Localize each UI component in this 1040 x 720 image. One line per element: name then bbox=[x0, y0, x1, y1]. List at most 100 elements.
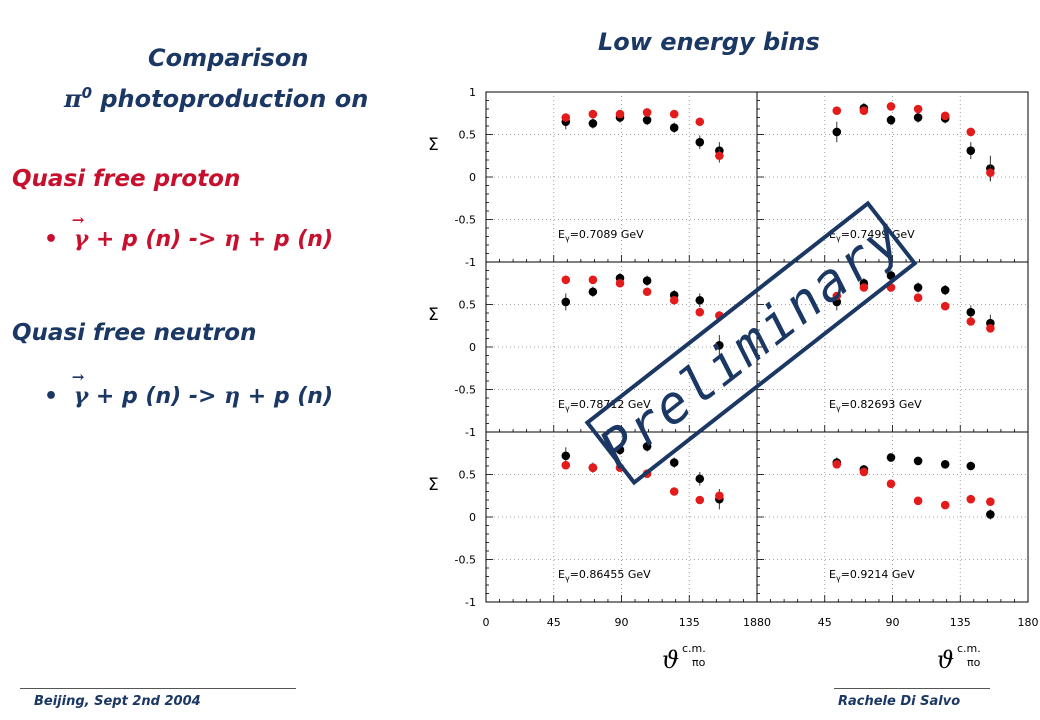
chart-panel-4: Eγ=0.82693 GeV bbox=[756, 261, 1029, 433]
data-point-black bbox=[832, 297, 842, 307]
data-point-red bbox=[715, 151, 724, 161]
energy-subscript: γ bbox=[836, 234, 841, 243]
energy-value: =0.86455 GeV bbox=[570, 568, 651, 581]
data-point-red bbox=[966, 494, 976, 504]
pi-superscript: 0 bbox=[81, 84, 93, 102]
x-tick-label: 135 bbox=[679, 616, 700, 629]
y-axis-label: Σ bbox=[428, 305, 439, 325]
energy-value: =0.82693 GeV bbox=[841, 398, 922, 411]
data-point-red bbox=[859, 106, 869, 115]
data-point-red bbox=[986, 168, 995, 178]
y-tick-label: 0.5 bbox=[459, 299, 477, 312]
energy-subscript: γ bbox=[565, 234, 570, 243]
data-point-red bbox=[986, 497, 995, 507]
energy-prefix: E bbox=[558, 398, 565, 411]
y-tick-label: 0 bbox=[469, 511, 476, 524]
pi-symbol: π bbox=[64, 84, 82, 113]
x-tick-label: 90 bbox=[615, 616, 629, 629]
data-point-black bbox=[669, 458, 679, 467]
energy-prefix: E bbox=[558, 228, 565, 241]
y-tick-label: -1 bbox=[465, 256, 476, 269]
section-quasi-free-proton: Quasi free proton bbox=[12, 166, 241, 192]
data-point-red bbox=[695, 307, 705, 317]
data-point-black bbox=[642, 276, 652, 286]
reaction-end: + p (n) bbox=[240, 384, 334, 409]
x-axis-label-sub: πο bbox=[967, 656, 981, 669]
x-axis-label: ϑ bbox=[937, 646, 954, 674]
data-point-black bbox=[561, 297, 571, 307]
eta-symbol: η bbox=[224, 226, 241, 252]
data-point-red bbox=[966, 317, 976, 326]
data-point-red bbox=[588, 463, 598, 473]
data-point-black bbox=[966, 146, 976, 155]
reaction-neutron: • → γ + p (n) -> η + p (n) bbox=[44, 368, 334, 409]
watermark-text: Preliminary bbox=[589, 207, 915, 480]
data-point-red bbox=[669, 109, 679, 119]
data-point-red bbox=[832, 106, 842, 115]
y-tick-label: -0.5 bbox=[455, 554, 476, 567]
bullet-dot: • bbox=[44, 384, 59, 409]
top-title: Low energy bins bbox=[598, 28, 820, 56]
data-point-red bbox=[940, 500, 950, 510]
data-point-black bbox=[615, 445, 625, 455]
footer-right-rule bbox=[834, 688, 990, 689]
data-point-red bbox=[642, 108, 652, 117]
gamma-symbol: γ bbox=[73, 383, 89, 409]
data-point-red bbox=[886, 102, 896, 111]
energy-prefix: E bbox=[829, 568, 836, 581]
data-point-red bbox=[615, 109, 625, 119]
footer-right: Rachele Di Salvo bbox=[838, 694, 961, 709]
x-axis-label-sub: πο bbox=[692, 656, 706, 669]
energy-prefix: E bbox=[829, 228, 836, 241]
photoproduction-text: photoproduction on bbox=[92, 85, 369, 113]
data-point-black bbox=[913, 283, 923, 292]
y-tick-label: 0.5 bbox=[459, 469, 477, 482]
data-point-red bbox=[669, 487, 679, 496]
data-point-red bbox=[561, 113, 571, 122]
data-point-red bbox=[669, 295, 679, 305]
data-point-red bbox=[832, 291, 842, 301]
y-tick-label: 0.5 bbox=[459, 129, 477, 142]
data-point-red bbox=[588, 275, 598, 285]
data-point-red bbox=[695, 495, 705, 505]
eta-symbol: η bbox=[224, 383, 241, 409]
data-point-red bbox=[561, 275, 571, 285]
data-point-black bbox=[966, 461, 976, 471]
data-point-red bbox=[642, 287, 652, 297]
data-point-black bbox=[588, 287, 598, 297]
data-point-red bbox=[940, 301, 950, 311]
section-quasi-free-neutron: Quasi free neutron bbox=[12, 320, 257, 346]
reaction-proton: • → γ + p (n) -> η + p (n) bbox=[44, 211, 334, 252]
data-point-black bbox=[966, 307, 976, 317]
reaction-mid: + p (n) -> bbox=[88, 227, 225, 252]
photoproduction-title: π0 photoproduction on bbox=[64, 84, 368, 113]
data-point-black bbox=[715, 341, 724, 350]
data-point-black bbox=[588, 119, 598, 128]
energy-subscript: γ bbox=[836, 574, 841, 583]
x-tick-label: 45 bbox=[547, 616, 561, 629]
data-point-black bbox=[695, 295, 705, 305]
energy-value: =0.7089 GeV bbox=[570, 228, 644, 241]
gamma-vector: → γ bbox=[72, 368, 89, 409]
bullet-dot: • bbox=[44, 227, 59, 252]
data-point-black bbox=[913, 113, 923, 122]
data-point-black bbox=[986, 510, 995, 519]
data-point-red bbox=[986, 324, 995, 333]
chart-panel-1: Eγ=0.7089 GeV bbox=[485, 91, 758, 263]
y-tick-label: 0 bbox=[469, 171, 476, 184]
data-point-black bbox=[940, 285, 950, 295]
data-point-red bbox=[940, 111, 950, 121]
x-tick-label: 180 bbox=[1018, 616, 1039, 629]
arrow-right-icon: → bbox=[71, 368, 85, 386]
data-point-black bbox=[561, 451, 571, 461]
reaction-end: + p (n) bbox=[240, 227, 334, 252]
y-tick-label: 0 bbox=[469, 341, 476, 354]
data-point-red bbox=[588, 109, 598, 119]
watermark-box bbox=[584, 200, 918, 486]
energy-prefix: E bbox=[558, 568, 565, 581]
data-point-black bbox=[940, 460, 950, 469]
data-point-black bbox=[832, 127, 842, 137]
energy-subscript: γ bbox=[565, 574, 570, 583]
data-point-red bbox=[913, 104, 923, 114]
